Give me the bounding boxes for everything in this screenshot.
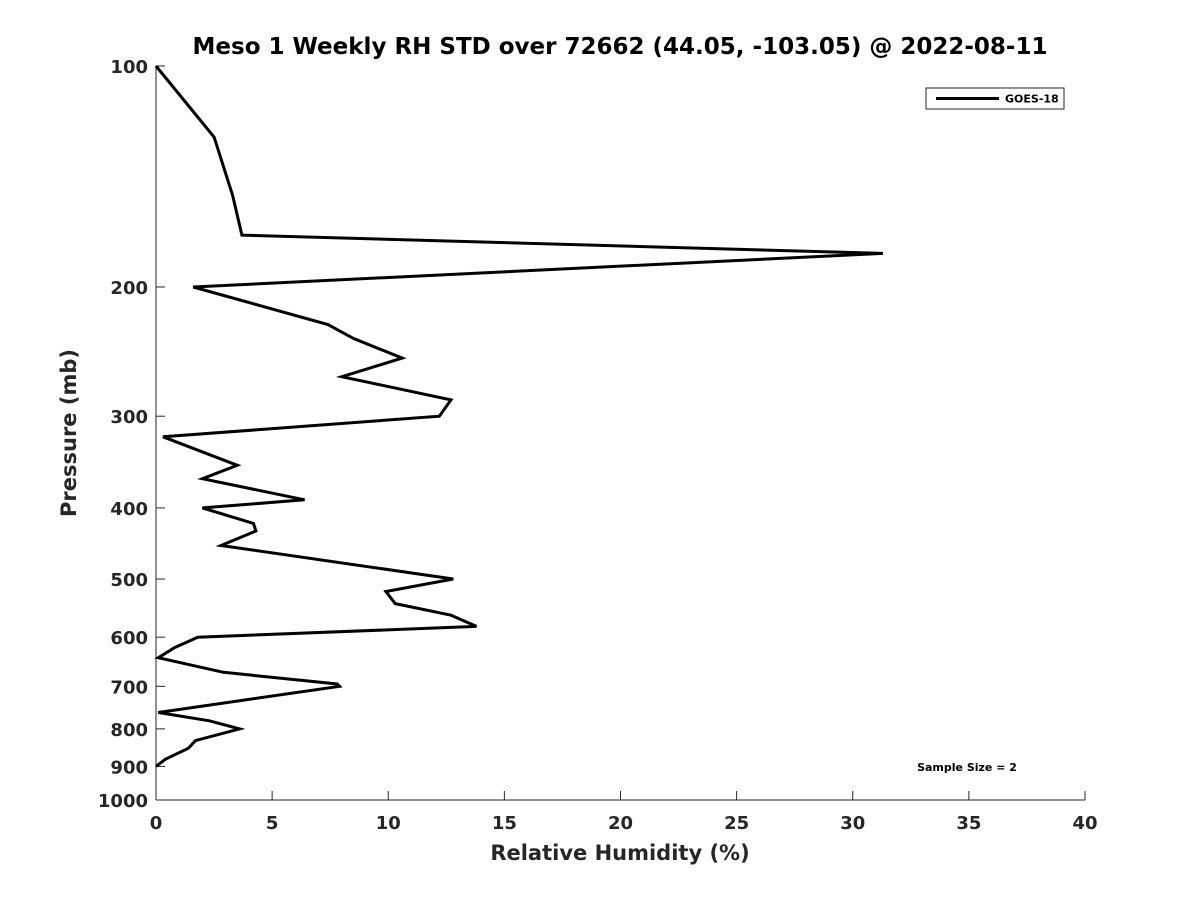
sample-size-annotation: Sample Size = 2 <box>917 761 1017 774</box>
y-tick-label: 900 <box>110 757 148 778</box>
y-tick-label: 500 <box>110 570 148 591</box>
legend: GOES-18 <box>925 87 1065 110</box>
x-tick-label: 20 <box>608 813 633 834</box>
x-tick-label: 25 <box>724 813 749 834</box>
x-tick-label: 35 <box>956 813 981 834</box>
y-tick-label: 100 <box>110 57 148 78</box>
y-tick-label: 200 <box>110 278 148 299</box>
x-tick-label: 40 <box>1072 813 1097 834</box>
y-tick-label: 400 <box>110 499 148 520</box>
y-tick-label: 800 <box>110 720 148 741</box>
x-tick-label: 0 <box>150 813 163 834</box>
x-axis-label: Relative Humidity (%) <box>490 841 749 865</box>
x-tick-label: 5 <box>266 813 279 834</box>
chart-title: Meso 1 Weekly RH STD over 72662 (44.05, … <box>193 34 1048 60</box>
y-axis-label: Pressure (mb) <box>57 349 81 517</box>
x-tick-label: 30 <box>840 813 865 834</box>
y-tick-label: 700 <box>110 677 148 698</box>
y-tick-label: 1000 <box>98 791 148 812</box>
x-tick-label: 15 <box>492 813 517 834</box>
axes: 0 5 10 15 20 25 30 35 40 100 200 300 400 500 600 700 800… <box>98 57 1098 834</box>
series-line <box>154 65 883 768</box>
legend-label: GOES-18 <box>1005 93 1059 106</box>
x-tick-label: 10 <box>376 813 401 834</box>
y-tick-label: 300 <box>110 407 148 428</box>
series-group <box>154 65 883 768</box>
y-tick-label: 600 <box>110 628 148 649</box>
